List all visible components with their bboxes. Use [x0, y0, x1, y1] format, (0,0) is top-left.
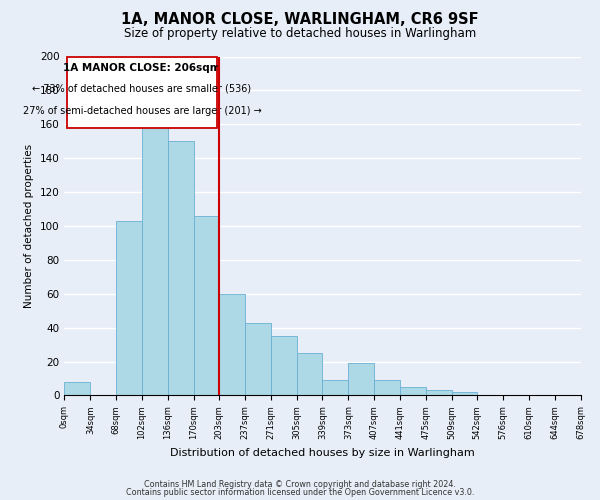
Text: Size of property relative to detached houses in Warlingham: Size of property relative to detached ho…: [124, 28, 476, 40]
Text: ← 73% of detached houses are smaller (536): ← 73% of detached houses are smaller (53…: [32, 84, 251, 94]
Bar: [64, 382, 90, 396]
Bar: [452, 392, 477, 396]
X-axis label: Distribution of detached houses by size in Warlingham: Distribution of detached houses by size …: [170, 448, 475, 458]
Bar: [168, 141, 194, 396]
Bar: [400, 387, 426, 396]
Text: Contains HM Land Registry data © Crown copyright and database right 2024.: Contains HM Land Registry data © Crown c…: [144, 480, 456, 489]
Bar: [194, 216, 219, 396]
FancyBboxPatch shape: [67, 56, 217, 128]
Bar: [296, 353, 322, 396]
Text: Contains public sector information licensed under the Open Government Licence v3: Contains public sector information licen…: [126, 488, 474, 497]
Y-axis label: Number of detached properties: Number of detached properties: [24, 144, 34, 308]
Bar: [116, 221, 142, 396]
Bar: [374, 380, 400, 396]
Text: 1A, MANOR CLOSE, WARLINGHAM, CR6 9SF: 1A, MANOR CLOSE, WARLINGHAM, CR6 9SF: [121, 12, 479, 28]
Bar: [426, 390, 452, 396]
Bar: [219, 294, 245, 396]
Text: 1A MANOR CLOSE: 206sqm: 1A MANOR CLOSE: 206sqm: [63, 64, 221, 74]
Bar: [271, 336, 296, 396]
Text: 27% of semi-detached houses are larger (201) →: 27% of semi-detached houses are larger (…: [23, 106, 262, 116]
Bar: [349, 363, 374, 396]
Bar: [142, 114, 168, 396]
Bar: [322, 380, 349, 396]
Bar: [245, 322, 271, 396]
